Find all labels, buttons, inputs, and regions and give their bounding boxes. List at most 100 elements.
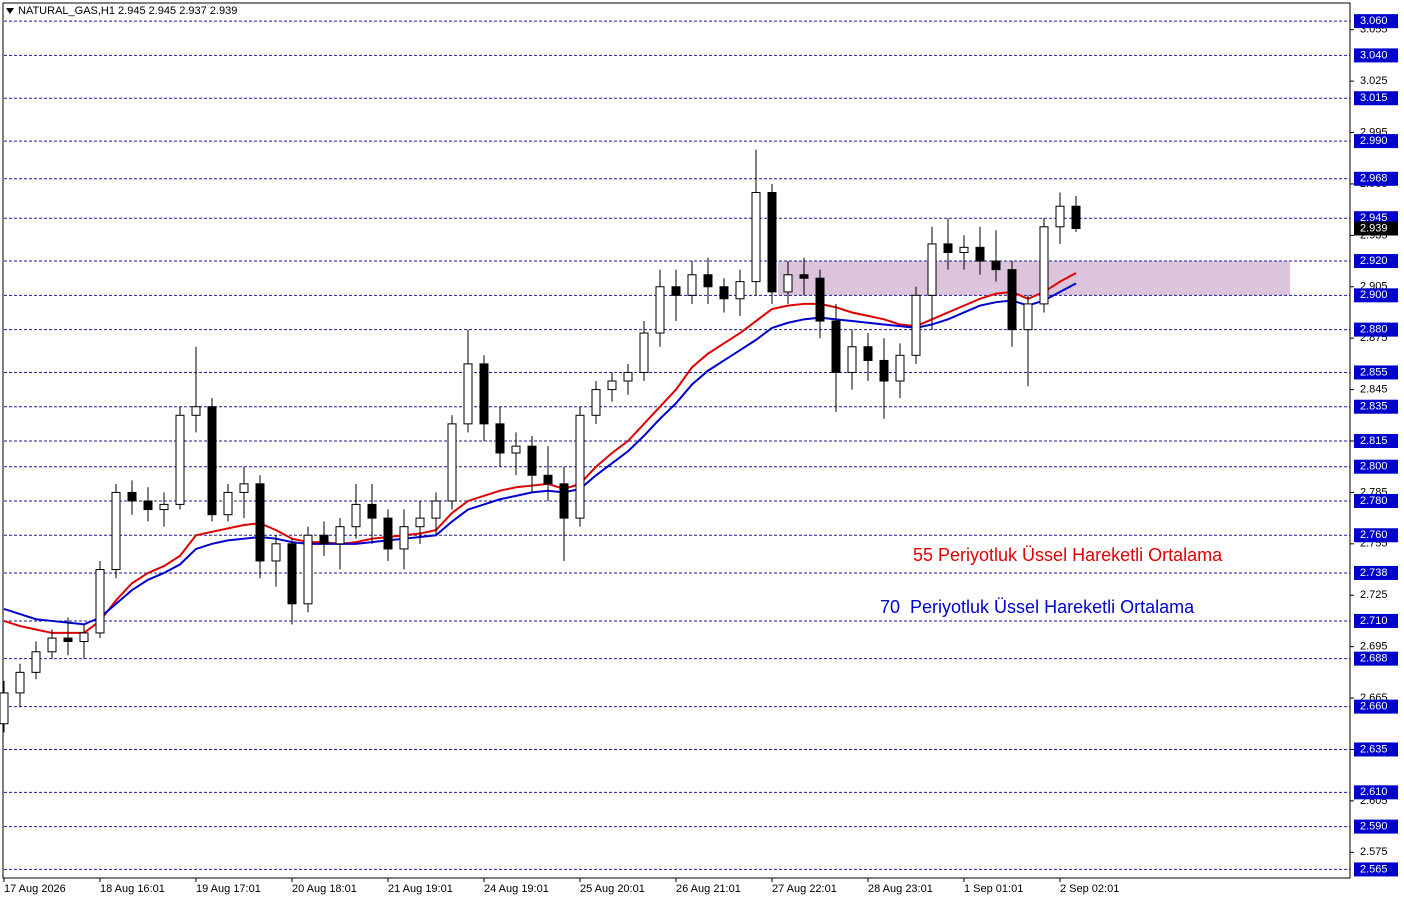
candle-body: [255, 483, 265, 562]
candle-body: [479, 363, 489, 425]
candle-body: [511, 445, 521, 454]
chart-title: NATURAL_GAS,H1 2.945 2.945 2.937 2.939: [18, 5, 237, 17]
level-label: 2.945: [1360, 212, 1388, 224]
candle-body: [671, 286, 681, 296]
level-label: 2.565: [1360, 863, 1388, 875]
level-label: 3.060: [1360, 15, 1388, 27]
candle-body: [495, 423, 505, 454]
candle-body: [415, 517, 425, 528]
candle-body: [111, 491, 121, 571]
candle-body: [447, 423, 457, 502]
candle-body: [79, 632, 89, 643]
level-box: [1354, 171, 1398, 186]
level-box: [1354, 493, 1398, 508]
candle-body: [799, 274, 809, 279]
candle-body: [287, 543, 297, 605]
candle-body: [959, 246, 969, 253]
level-box: [1354, 699, 1398, 714]
y-tick-label: 3.025: [1360, 75, 1388, 87]
level-box: [1354, 651, 1398, 666]
candle-body: [975, 246, 985, 262]
level-box: [1354, 565, 1398, 580]
candle-body: [367, 503, 377, 519]
last-price-box: [1354, 221, 1398, 236]
y-tick-label: 2.695: [1360, 641, 1388, 653]
level-box: [1354, 785, 1398, 800]
candle-body: [127, 491, 137, 502]
level-box: [1354, 434, 1398, 448]
candle-body: [863, 346, 873, 361]
candle-body: [463, 363, 473, 425]
candle-body: [383, 517, 393, 550]
candle-body: [783, 274, 793, 293]
x-tick-label: 27 Aug 22:01: [772, 883, 837, 895]
x-tick-label: 1 Sep 01:01: [964, 883, 1023, 895]
candle-body: [719, 286, 729, 300]
level-label: 2.660: [1360, 701, 1388, 713]
candle-body: [847, 346, 857, 373]
level-box: [1354, 862, 1398, 877]
level-label: 2.920: [1360, 255, 1388, 267]
candle-body: [607, 380, 617, 391]
candle-body: [239, 483, 249, 493]
y-tick-label: 2.845: [1360, 383, 1388, 395]
level-box: [1354, 14, 1398, 29]
candle-body: [63, 637, 73, 643]
x-tick-label: 25 Aug 20:01: [580, 883, 645, 895]
ema-annotation: 55 Periyotluk Üssel Hareketli Ortalama: [913, 545, 1223, 565]
candle-body: [751, 192, 761, 283]
candle-body: [735, 281, 745, 300]
level-label: 3.015: [1360, 92, 1388, 104]
candle-body: [767, 192, 777, 293]
candle-body: [927, 243, 937, 296]
level-label: 2.900: [1360, 289, 1388, 301]
candle-body: [1055, 205, 1065, 228]
candle-body: [655, 286, 665, 334]
level-label: 2.610: [1360, 786, 1388, 798]
level-box: [1354, 528, 1398, 543]
candle-body: [159, 503, 169, 511]
level-box: [1354, 288, 1398, 303]
level-box: [1354, 48, 1398, 63]
candle-body: [703, 274, 713, 288]
level-label: 2.990: [1360, 135, 1388, 147]
candle-body: [15, 671, 25, 694]
level-box: [1354, 613, 1398, 628]
candle-body: [831, 320, 841, 373]
level-label: 2.760: [1360, 529, 1388, 541]
level-box: [1354, 91, 1398, 106]
candle-body: [191, 406, 201, 416]
y-tick-label: 2.575: [1360, 846, 1388, 858]
level-label: 2.780: [1360, 495, 1388, 507]
candle-body: [639, 332, 649, 373]
candle-body: [335, 526, 345, 545]
y-tick-label: 2.725: [1360, 589, 1388, 601]
level-box: [1354, 819, 1398, 834]
x-tick-label: 24 Aug 19:01: [484, 883, 549, 895]
level-label: 2.738: [1360, 567, 1388, 579]
level-box: [1354, 322, 1398, 337]
x-tick-label: 28 Aug 23:01: [868, 883, 933, 895]
zone: [778, 261, 1290, 296]
candle-body: [1039, 226, 1049, 305]
candle-body: [431, 500, 441, 519]
candle-body: [0, 692, 9, 725]
candle-body: [95, 569, 105, 634]
x-tick-label: 26 Aug 21:01: [676, 883, 741, 895]
level-label: 2.835: [1360, 401, 1388, 413]
candle-body: [543, 474, 553, 485]
level-box: [1354, 254, 1398, 269]
x-tick-label: 2 Sep 02:01: [1060, 883, 1119, 895]
candle-body: [559, 483, 569, 519]
candle-body: [399, 526, 409, 550]
candle-body: [1071, 205, 1081, 229]
level-box: [1354, 365, 1398, 380]
candle-body: [527, 445, 537, 476]
level-label: 2.590: [1360, 820, 1388, 832]
level-box: [1354, 399, 1398, 414]
x-tick-label: 19 Aug 17:01: [196, 883, 261, 895]
level-label: 2.635: [1360, 743, 1388, 755]
x-tick-label: 20 Aug 18:01: [292, 883, 357, 895]
